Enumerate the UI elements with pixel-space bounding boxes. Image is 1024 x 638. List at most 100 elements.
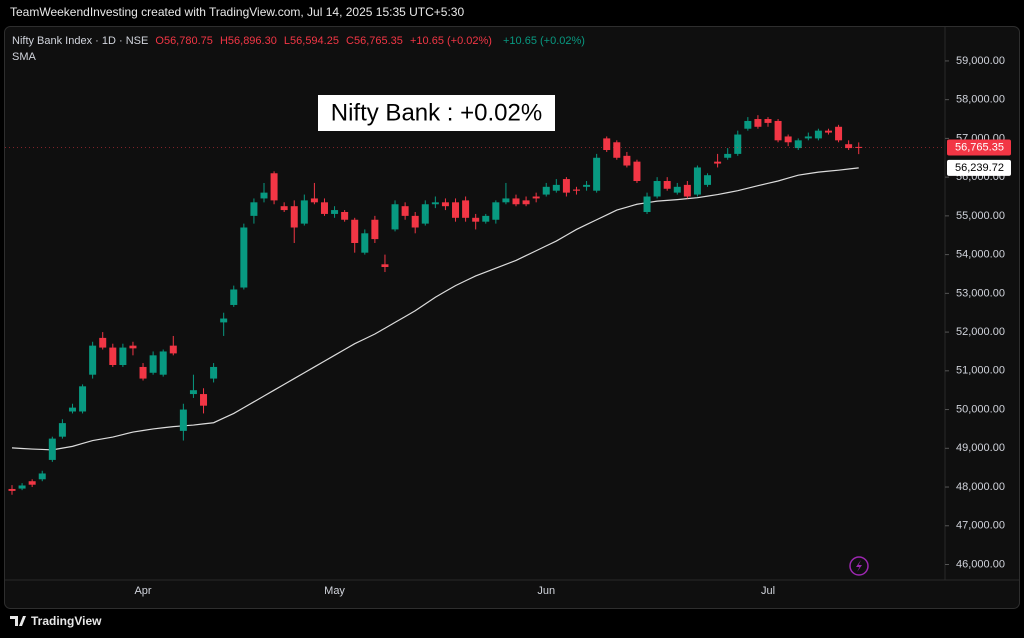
candle-body — [623, 155, 631, 166]
candle-body — [663, 181, 671, 189]
x-tick-label: May — [324, 585, 345, 597]
candle-body — [129, 345, 137, 349]
candle-body — [179, 409, 187, 431]
candle-body — [855, 146, 863, 148]
candle-body — [361, 233, 369, 253]
candle-body — [401, 206, 409, 216]
candle-body — [371, 219, 379, 240]
candle-body — [552, 184, 560, 191]
candle-body — [704, 175, 712, 185]
sma-price-label: 56,239.72 — [955, 162, 1004, 174]
logo: TradingView — [10, 614, 102, 628]
candle-body — [58, 423, 66, 437]
candle-body — [149, 355, 157, 373]
y-tick-label: 46,000.00 — [956, 558, 1005, 570]
candle-body — [341, 212, 349, 220]
last-price-box — [947, 139, 1011, 156]
candle-body — [794, 140, 802, 149]
candle-body — [189, 390, 197, 395]
candle-body — [38, 473, 46, 480]
sma-line — [11, 167, 859, 451]
logo-mark — [10, 616, 26, 626]
y-tick-label: 53,000.00 — [956, 287, 1005, 299]
y-tick-label: 54,000.00 — [956, 249, 1005, 261]
y-tick-label: 52,000.00 — [956, 326, 1005, 338]
legend-close: C56,765.35 — [346, 35, 403, 47]
candle-body — [28, 481, 36, 485]
candle-body — [18, 485, 26, 489]
candle-body — [99, 337, 107, 348]
candle-body — [79, 386, 87, 412]
candle-body — [764, 119, 772, 123]
annotation-box — [318, 95, 555, 131]
symbol: Nifty Bank Index · 1D · NSE — [12, 35, 148, 47]
candle-body — [89, 345, 97, 375]
candle-body — [472, 217, 480, 222]
candle-body — [653, 181, 661, 197]
candle-body — [48, 438, 56, 460]
candle-body — [159, 351, 167, 375]
legend-change: +10.65 (+0.02%) — [410, 35, 492, 47]
candle-body — [502, 198, 510, 203]
y-tick-label: 47,000.00 — [956, 520, 1005, 532]
candle-body — [220, 318, 228, 323]
candle-body — [411, 215, 419, 228]
candle-body — [845, 144, 853, 149]
candle-body — [734, 134, 742, 154]
y-tick-label: 48,000.00 — [956, 481, 1005, 493]
candle-body — [260, 192, 268, 199]
candle-body — [381, 264, 389, 268]
plot: 46,000.00 47,000.00 48,000.00 49,000.00 50,0… — [5, 55, 1011, 597]
y-tick-label: 51,000.00 — [956, 365, 1005, 377]
legend-change: +10.65 (+0.02%) — [503, 35, 585, 47]
x-tick-label: Jun — [537, 585, 555, 597]
candle-body — [572, 189, 580, 191]
candle-body — [643, 196, 651, 212]
legend-high: H56,896.30 — [220, 35, 277, 47]
candle-body — [431, 202, 439, 205]
candle-body — [562, 179, 570, 193]
candle-body — [784, 136, 792, 143]
annotation: Nifty Bank : +0.02% — [331, 99, 542, 126]
alert-icon-bolt — [856, 560, 862, 572]
candle-body — [210, 366, 218, 379]
y-tick-label: 59,000.00 — [956, 55, 1005, 67]
candle-body — [673, 186, 681, 193]
legend-low: L56,594.25 — [284, 35, 339, 47]
brand: TradingView — [31, 614, 102, 628]
candle-body — [714, 161, 722, 164]
candle-body — [290, 206, 298, 228]
candle-body — [250, 202, 258, 216]
candle-body — [391, 204, 399, 230]
y-tick-label: 55,000.00 — [956, 210, 1005, 222]
candle-body — [270, 173, 278, 201]
candle-body — [331, 210, 339, 214]
candle-body — [492, 202, 500, 220]
candle-body — [583, 184, 591, 187]
y-tick-label: 58,000.00 — [956, 94, 1005, 106]
header: TeamWeekendInvesting created with Tradin… — [10, 5, 464, 19]
legend: Nifty Bank Index · 1D · NSE O56,780.75 H… — [12, 35, 585, 47]
candle-body — [512, 198, 520, 205]
candle-body — [280, 206, 288, 211]
candle-body — [441, 202, 449, 207]
legend-open: O56,780.75 — [155, 35, 213, 47]
candle-body — [835, 126, 843, 141]
sma-price-box — [947, 159, 1011, 176]
candle-body — [310, 198, 318, 203]
candle-body — [804, 136, 812, 139]
candle-body — [482, 215, 490, 222]
alert-icon[interactable] — [849, 556, 869, 576]
candle-body — [109, 347, 117, 366]
y-tick-label: 50,000.00 — [956, 403, 1005, 415]
candle-body — [421, 204, 429, 224]
candle-body — [139, 366, 147, 379]
candle-body — [754, 119, 762, 127]
last-price-label: 56,765.35 — [955, 141, 1004, 153]
candle-body — [320, 202, 328, 214]
x-tick-label: Apr — [134, 585, 151, 597]
candle-body — [169, 345, 177, 354]
candle-body — [300, 200, 308, 224]
